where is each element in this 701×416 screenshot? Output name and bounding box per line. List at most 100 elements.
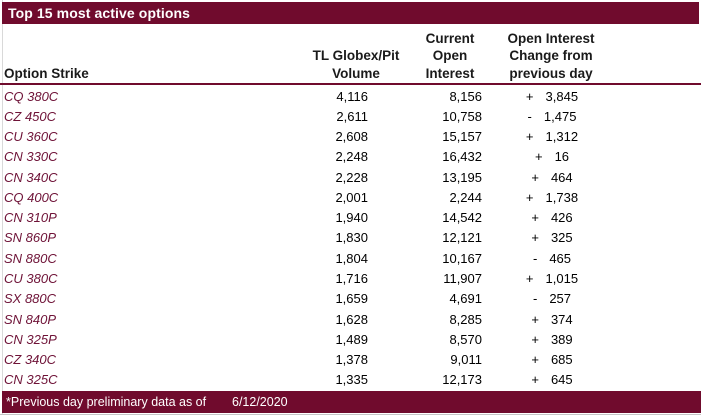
column-header-line: Open Interest [507, 30, 595, 46]
column-header-open-interest: Current Open Interest [390, 30, 510, 83]
option-strike-cell: CQ 400C [4, 189, 59, 205]
volume-cell: 1,489 [335, 331, 368, 347]
oi-change-cell: + 374 [482, 312, 622, 327]
change-sign: + [525, 129, 534, 145]
title-bar: Top 15 most active options [2, 2, 699, 24]
change-value: 645 [550, 372, 573, 388]
volume-cell: 2,608 [335, 129, 368, 145]
open-interest-cell: 8,156 [449, 88, 482, 104]
option-strike-cell: SN 880C [4, 250, 57, 266]
column-header-oi-change: Open Interest Change from previous day [486, 30, 616, 83]
column-header-line: Change from [509, 48, 593, 63]
open-interest-cell: 4,691 [449, 291, 482, 307]
table-row: CN 340C 2,228 13,195 + 464 [0, 167, 701, 187]
volume-cell: 4,116 [336, 88, 368, 104]
column-header-line: Volume [332, 65, 380, 81]
table-row: CQ 380C 4,116 8,156 + 3,845 [0, 86, 701, 106]
table-row: SN 860P 1,830 12,121 + 325 [0, 228, 701, 248]
change-value: 465 [549, 250, 572, 266]
header-divider-rule [0, 83, 701, 85]
footer-date: 6/12/2020 [232, 395, 288, 409]
open-interest-cell: 15,157 [442, 129, 482, 145]
column-header-line: Open [432, 48, 468, 63]
option-strike-cell: CN 325C [4, 372, 58, 388]
change-sign: + [531, 210, 539, 226]
option-strike-cell: CZ 340C [4, 352, 57, 368]
option-strike-cell: CN 325P [4, 331, 57, 347]
change-sign: + [531, 230, 539, 246]
footer-note: *Previous day preliminary data as of [6, 395, 207, 409]
change-sign: - [527, 108, 532, 124]
change-value: 685 [550, 352, 573, 368]
open-interest-cell: 11,907 [443, 271, 482, 287]
open-interest-cell: 8,570 [449, 331, 482, 347]
volume-cell: 2,228 [335, 169, 368, 185]
option-strike-cell: CU 380C [4, 271, 58, 287]
table-row: CU 380C 1,716 11,907 + 1,015 [0, 268, 701, 288]
volume-cell: 1,804 [335, 250, 368, 266]
table-body: CQ 380C 4,116 8,156 + 3,845 CZ 450C 2,61… [0, 86, 701, 390]
change-sign: - [532, 291, 538, 307]
option-strike-cell: CN 310P [4, 210, 57, 226]
table-row: SN 880C 1,804 10,167 - 465 [0, 248, 701, 268]
change-value: 1,015 [545, 271, 579, 287]
change-sign: + [531, 311, 539, 327]
footer-bar: *Previous day preliminary data as of 6/1… [2, 391, 701, 413]
column-header-line: previous day [509, 65, 593, 81]
open-interest-cell: 12,173 [442, 372, 482, 388]
oi-change-cell: + 645 [482, 372, 622, 387]
option-strike-cell: CN 330C [4, 149, 58, 165]
change-value: 16 [554, 149, 570, 165]
volume-cell: 1,335 [335, 372, 368, 388]
volume-cell: 1,716 [335, 271, 368, 287]
column-header-line: Current [425, 30, 475, 46]
oi-change-cell: + 325 [482, 230, 622, 245]
open-interest-cell: 2,244 [449, 189, 482, 205]
change-sign: - [532, 250, 538, 266]
column-header-line: TL Globex/Pit [312, 48, 400, 63]
change-sign: + [531, 372, 539, 388]
change-sign: + [531, 169, 539, 185]
change-sign: + [525, 271, 534, 287]
change-sign: + [531, 331, 539, 347]
oi-change-cell: - 1,475 [482, 109, 622, 124]
open-interest-cell: 12,121 [442, 230, 482, 246]
open-interest-cell: 10,758 [442, 108, 482, 124]
column-header-option-strike: Option Strike [4, 65, 89, 83]
volume-cell: 2,001 [335, 189, 368, 205]
bottom-border-line [0, 414, 701, 415]
table-row: SN 840P 1,628 8,285 + 374 [0, 309, 701, 329]
open-interest-cell: 16,432 [442, 149, 482, 165]
oi-change-cell: + 464 [482, 170, 622, 185]
oi-change-cell: + 389 [482, 332, 622, 347]
change-value: 257 [549, 291, 572, 307]
option-strike-cell: SX 880C [4, 291, 57, 307]
change-value: 389 [550, 331, 573, 347]
option-strike-cell: SN 860P [4, 230, 57, 246]
change-sign: + [525, 88, 534, 104]
column-header-volume: TL Globex/Pit Volume [296, 47, 416, 82]
oi-change-cell: - 465 [482, 251, 622, 266]
table-row: CN 330C 2,248 16,432 + 16 [0, 147, 701, 167]
option-strike-cell: CN 340C [4, 169, 58, 185]
oi-change-cell: + 1,015 [482, 271, 622, 286]
left-gridline [2, 0, 3, 414]
table-row: SX 880C 1,659 4,691 - 257 [0, 289, 701, 309]
volume-cell: 1,940 [335, 210, 368, 226]
table-row: CN 325C 1,335 12,173 + 645 [0, 370, 701, 390]
change-value: 1,312 [545, 129, 579, 145]
table-row: CN 310P 1,940 14,542 + 426 [0, 208, 701, 228]
oi-change-cell: + 426 [482, 210, 622, 225]
option-strike-cell: SN 840P [4, 311, 57, 327]
volume-cell: 1,378 [335, 352, 368, 368]
oi-change-cell: + 1,312 [482, 129, 622, 144]
open-interest-cell: 13,195 [442, 169, 482, 185]
table-row: CU 360C 2,608 15,157 + 1,312 [0, 127, 701, 147]
option-strike-cell: CQ 380C [4, 88, 59, 104]
change-value: 374 [550, 311, 573, 327]
open-interest-cell: 10,167 [442, 250, 482, 266]
open-interest-cell: 8,285 [449, 311, 482, 327]
change-value: 464 [550, 169, 573, 185]
option-strike-cell: CZ 450C [4, 108, 57, 124]
